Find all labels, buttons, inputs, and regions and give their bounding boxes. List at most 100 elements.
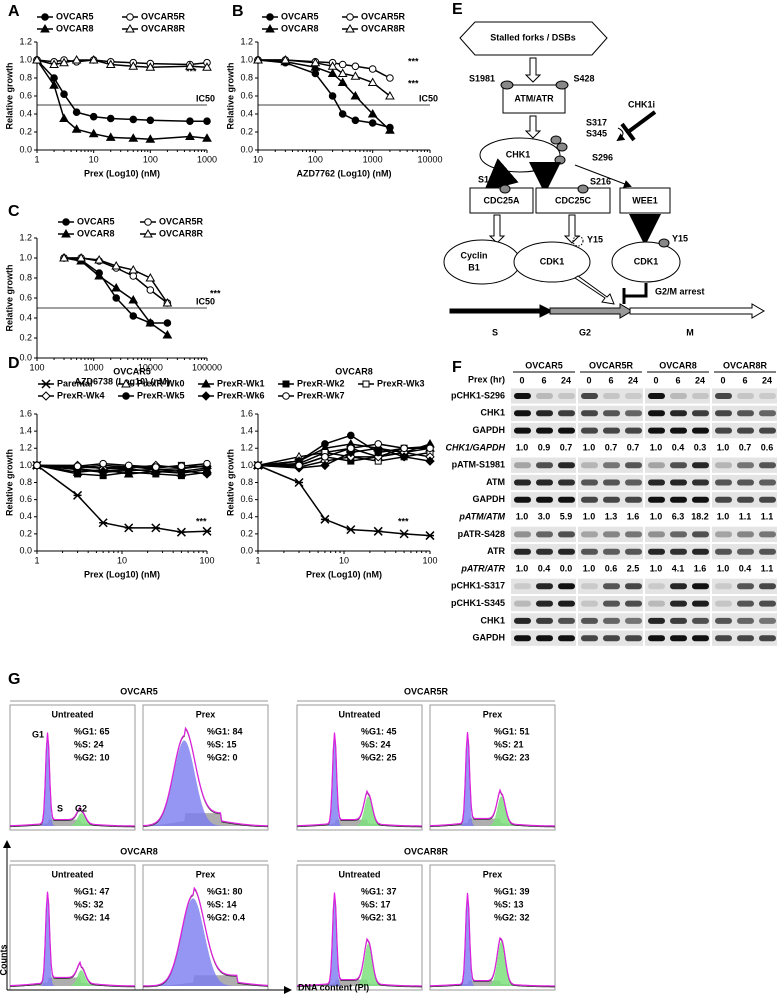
stat-label: %G2: 10 [74, 752, 110, 762]
x-tick-label: 1 [34, 154, 39, 164]
blot-band [514, 583, 531, 590]
data-point [129, 272, 138, 280]
blot-band [737, 548, 754, 555]
blot-band [759, 479, 776, 486]
data-point [426, 444, 434, 453]
node-box [535, 187, 611, 214]
blot-band [759, 583, 776, 590]
legend-label: OVCAR8 [56, 23, 94, 33]
inhibition [626, 110, 657, 134]
quant-value: 1.6 [627, 511, 640, 521]
blot-strip [712, 526, 777, 543]
data-point [145, 272, 156, 282]
blot-band [625, 393, 642, 399]
blot-band [692, 635, 709, 642]
blot-band [737, 496, 754, 503]
data-point [61, 228, 71, 238]
blot-band [514, 600, 531, 607]
node-label: CDC25C [555, 195, 592, 205]
condition-label: Untreated [338, 869, 380, 879]
quant-value: 1.0 [516, 511, 529, 521]
legend-label: PrexR-Wk6 [217, 390, 265, 400]
signal-box [459, 21, 608, 56]
quant-value: 18.2 [691, 511, 709, 521]
data-point [124, 461, 133, 470]
quant-value: 1.0 [516, 442, 529, 452]
histogram-frame [142, 704, 269, 831]
legend-label: OVCAR8R [361, 23, 406, 33]
x-tick-label: 1 [34, 555, 39, 565]
blot-band [603, 583, 620, 590]
data-point [282, 380, 290, 388]
blot-band [759, 393, 776, 399]
panel-label: G [8, 671, 20, 688]
blot-band [536, 617, 553, 624]
stat-label: %G1: 80 [207, 886, 243, 896]
y-tick-label: 0.4 [19, 108, 32, 118]
data-point [201, 378, 211, 388]
blot-band [536, 583, 553, 590]
phospho-site [500, 80, 514, 90]
quant-value: 1.1 [761, 511, 774, 521]
blot-band [670, 393, 687, 399]
blot-strip [645, 388, 710, 404]
data-point [202, 526, 212, 536]
condition-label: Untreated [51, 709, 93, 719]
histogram-frame [296, 704, 423, 831]
data-point [126, 13, 134, 21]
stat-label: %G1: 51 [494, 726, 530, 736]
x-axis-label: AZD6738 (Log10) (nM) [74, 376, 169, 386]
row-label: pATR/ATR [460, 563, 505, 573]
data-point [145, 134, 156, 143]
blot-band [603, 427, 620, 434]
data-point [368, 65, 377, 73]
blot-band [625, 548, 642, 555]
blot-band [692, 479, 709, 486]
data-point [311, 69, 320, 78]
data-point [310, 57, 321, 67]
blot-band [715, 427, 732, 434]
site-label: S216 [590, 176, 611, 186]
stat-label: %S: 14 [207, 899, 237, 909]
stat-label: %G1: 47 [74, 886, 110, 896]
blot-band [581, 531, 598, 538]
data-point [125, 23, 135, 33]
time-label: 24 [695, 375, 705, 385]
data-point [41, 13, 49, 21]
y-tick-label: 1.4 [19, 426, 32, 436]
x-tick-label: 1000 [363, 154, 383, 164]
blot-band [692, 583, 709, 590]
y-tick-label: 0.2 [19, 126, 32, 136]
data-point [59, 113, 69, 122]
blot-band [558, 393, 575, 399]
data-point [177, 462, 186, 471]
data-point [152, 463, 160, 471]
blot-band [536, 462, 553, 469]
blot-band [581, 410, 598, 417]
x-axis-label: DNA content (PI) [298, 982, 369, 992]
blot-band [558, 496, 575, 503]
blot-band [648, 531, 665, 538]
panel-label: E [452, 1, 463, 18]
blot-band [625, 617, 642, 624]
annotation: *** [210, 288, 221, 298]
blot-band [737, 410, 754, 417]
blot-band [581, 479, 598, 486]
time-label: 6 [541, 375, 546, 385]
data-point [71, 124, 82, 133]
x-tick-label: 100 [422, 555, 437, 565]
blot-band [715, 462, 732, 469]
inhibitor-label: CHK1i [628, 99, 655, 109]
stat-label: %S: 24 [361, 739, 391, 749]
row-label: pATM-S1981 [452, 460, 505, 470]
row-label: pATM/ATM [458, 511, 505, 521]
data-point [59, 57, 69, 67]
blot-band [536, 531, 553, 538]
data-point [374, 440, 383, 448]
data-point [346, 13, 354, 21]
x-tick-label: 100 [29, 362, 44, 372]
blot-band [558, 479, 575, 486]
data-point [111, 282, 122, 292]
arrow [574, 275, 615, 305]
blot-band [558, 531, 575, 538]
